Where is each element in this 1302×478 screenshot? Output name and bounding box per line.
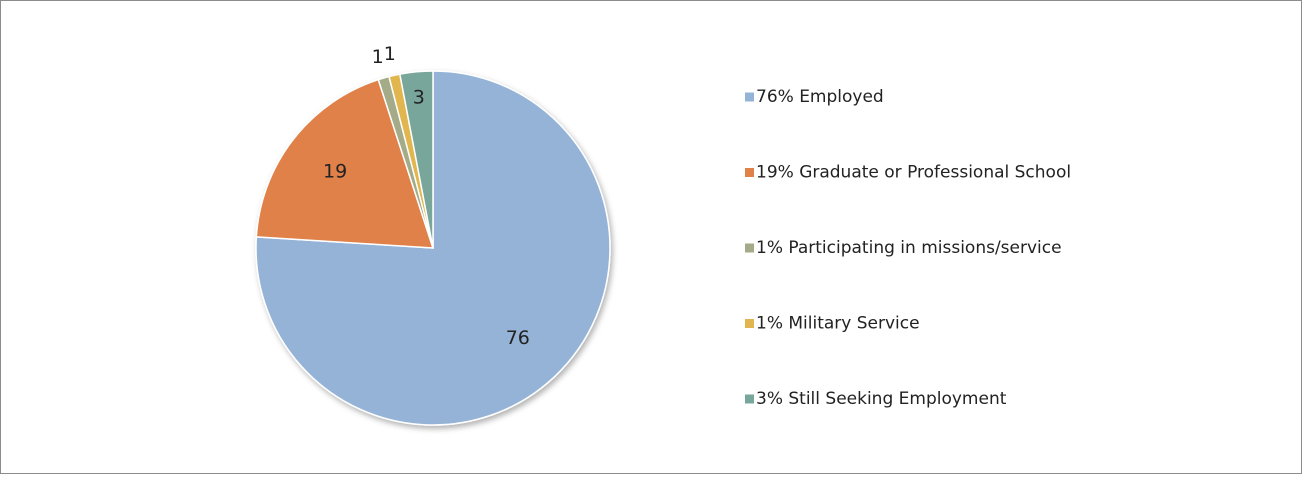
- data-label: 19: [323, 161, 347, 183]
- pie-slice: [398, 70, 434, 249]
- legend-swatch: [745, 394, 754, 404]
- legend-label: 1% Participating in missions/service: [756, 238, 1062, 258]
- data-label: 76: [506, 327, 530, 349]
- legend-label: 76% Employed: [756, 87, 884, 107]
- legend-swatch: [745, 92, 754, 102]
- pie-slice: [255, 78, 435, 249]
- legend-swatch: [745, 319, 754, 328]
- legend-label: 1% Military Service: [756, 314, 920, 334]
- pie: [255, 70, 611, 426]
- pie-slice: [255, 70, 611, 426]
- legend-label: 19% Graduate or Professional School: [756, 163, 1071, 183]
- legend-swatch: [745, 168, 754, 177]
- data-label: 3: [413, 87, 425, 109]
- data-label: 1: [372, 46, 384, 68]
- data-label: 1: [384, 43, 396, 65]
- legend-label: 3% Still Seeking Employment: [756, 389, 1007, 409]
- legend-swatch: [745, 243, 754, 253]
